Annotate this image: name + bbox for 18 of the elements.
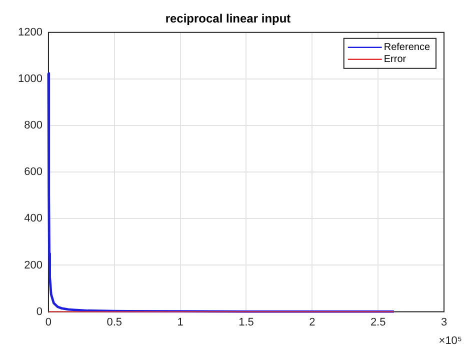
x-tick-label: 2 [309,316,316,328]
x-tick-label: 2.5 [370,316,386,328]
legend-label: Reference [384,42,430,54]
y-tick-label: 0 [36,306,42,318]
x-tick-label: 0 [45,316,52,328]
legend-label: Error [384,54,407,66]
y-tick-label: 800 [24,120,42,132]
y-tick-label: 600 [24,166,42,178]
x-tick-label: 1 [177,316,184,328]
text: ×10⁵ [438,334,462,347]
y-tick-label: 200 [24,259,42,272]
x-tick-label: 3 [440,316,448,328]
x-tick-label: 0.5 [106,316,122,328]
y-tick-label: 1000 [18,73,42,85]
chart-title: reciprocal linear input [165,12,291,26]
x-tick-label: 1.5 [238,316,254,328]
y-tick-label: 1200 [18,26,42,38]
y-tick-label: 400 [24,212,42,225]
